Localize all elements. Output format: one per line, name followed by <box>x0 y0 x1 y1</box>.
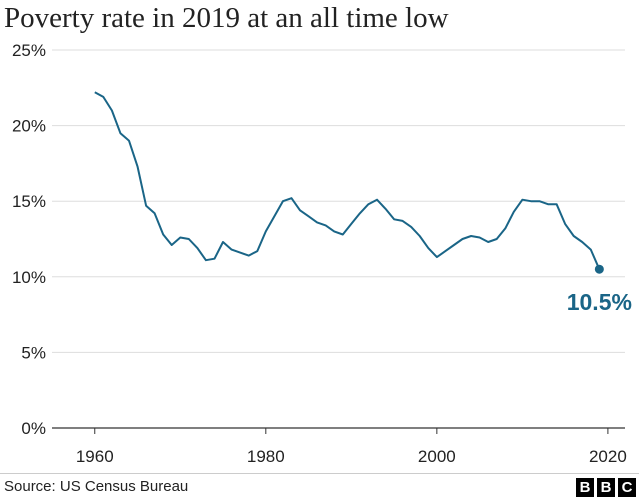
y-tick-label: 5% <box>21 343 46 362</box>
y-tick-label: 10% <box>12 268 46 287</box>
logo-letter: B <box>576 478 594 497</box>
y-tick-label: 0% <box>21 419 46 438</box>
footer-divider <box>0 473 639 474</box>
series-line <box>94 91 601 270</box>
bbc-logo: B B C <box>576 478 636 497</box>
x-tick-label: 2020 <box>589 447 627 466</box>
source-note: Source: US Census Bureau <box>4 478 189 495</box>
y-tick-label: 20% <box>12 117 46 136</box>
chart-title: Poverty rate in 2019 at an all time low <box>4 2 449 34</box>
line-chart: 0% 5% 10% 15% 20% 25% 1960 1980 2000 2020 10.5% <box>12 41 632 466</box>
x-tick-label: 2000 <box>418 447 456 466</box>
x-tick-label: 1980 <box>247 447 285 466</box>
end-point-label: 10.5% <box>567 289 632 315</box>
x-tick-label: 1960 <box>76 447 114 466</box>
y-tick-label: 15% <box>12 192 46 211</box>
logo-letter: C <box>618 478 636 497</box>
logo-letter: B <box>597 478 615 497</box>
y-tick-label: 25% <box>12 41 46 60</box>
end-point-marker <box>594 264 604 274</box>
